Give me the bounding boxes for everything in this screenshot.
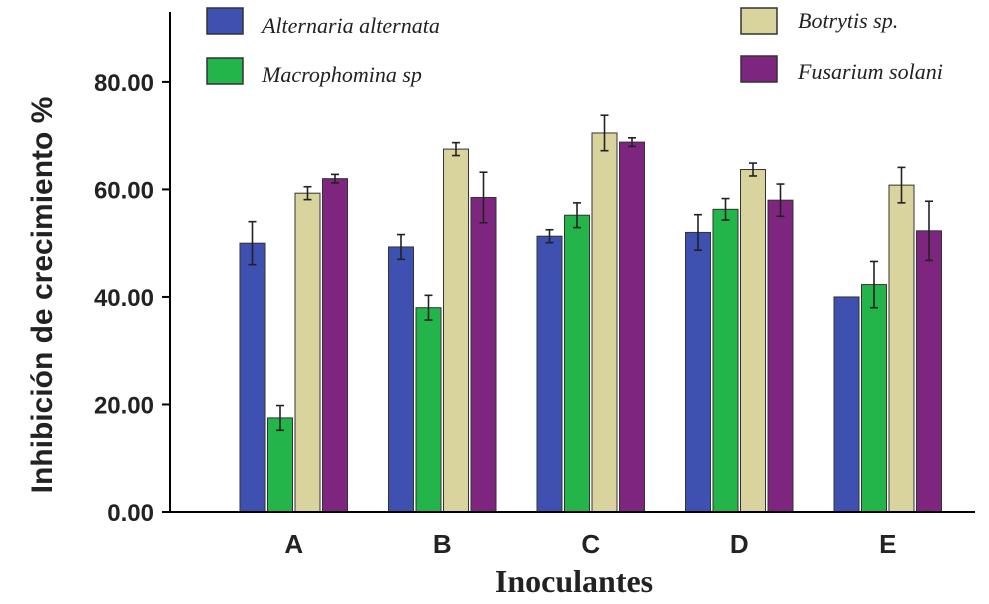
legend-swatch	[740, 55, 778, 83]
legend-swatch	[740, 7, 778, 35]
y-tick-label: 40.00	[94, 285, 154, 312]
bar-d-2	[712, 208, 739, 513]
x-axis-label: Inoculantes	[495, 563, 653, 599]
bar-b-3	[443, 148, 469, 513]
x-tick-label: C	[581, 529, 600, 559]
y-axis-label: Inhibición de crecimiento %	[26, 97, 59, 494]
x-tick-label: A	[284, 529, 303, 559]
x-tick-label: D	[730, 529, 749, 559]
bar-e-3	[888, 184, 915, 513]
bar-d-1	[685, 231, 711, 513]
bar-c-2	[564, 214, 590, 513]
x-tick-label: E	[879, 529, 896, 559]
legend-label: Alternaria alternata	[260, 13, 440, 38]
bar-d-4	[767, 199, 794, 513]
bars-layer	[239, 114, 942, 513]
bar-c-3	[591, 132, 618, 513]
bar-c-1	[536, 235, 563, 513]
y-tick-label: 20.00	[94, 392, 154, 419]
legend-label: Botrytis sp.	[798, 8, 898, 33]
bar-b-4	[470, 196, 497, 513]
legend-swatch	[206, 7, 244, 35]
bar-b-1	[388, 246, 414, 513]
ticks-layer: 0.00 20.00 40.00 60.00 80.00 A B C D E	[94, 70, 896, 559]
bar-a-4	[322, 178, 348, 513]
bar-e-1	[833, 296, 860, 513]
y-tick-label: 60.00	[94, 177, 154, 204]
bar-e-4	[916, 230, 942, 513]
legend-label: Macrophomina sp	[261, 62, 422, 87]
legend: Alternaria alternata Macrophomina sp Botry…	[206, 7, 943, 87]
bar-d-3	[740, 169, 766, 513]
bar-a-1	[239, 242, 266, 513]
bar-a-3	[294, 192, 321, 513]
bar-a-2	[267, 417, 293, 513]
x-tick-label: B	[433, 529, 452, 559]
y-tick-label: 80.00	[94, 70, 154, 97]
bar-e-2	[861, 284, 887, 513]
axes-layer	[169, 12, 975, 513]
y-tick-label: 0.00	[107, 500, 154, 527]
legend-swatch	[206, 57, 244, 85]
bar-c-4	[619, 141, 645, 513]
bar-b-2	[415, 307, 442, 513]
legend-label: Fusarium solani	[797, 59, 943, 84]
